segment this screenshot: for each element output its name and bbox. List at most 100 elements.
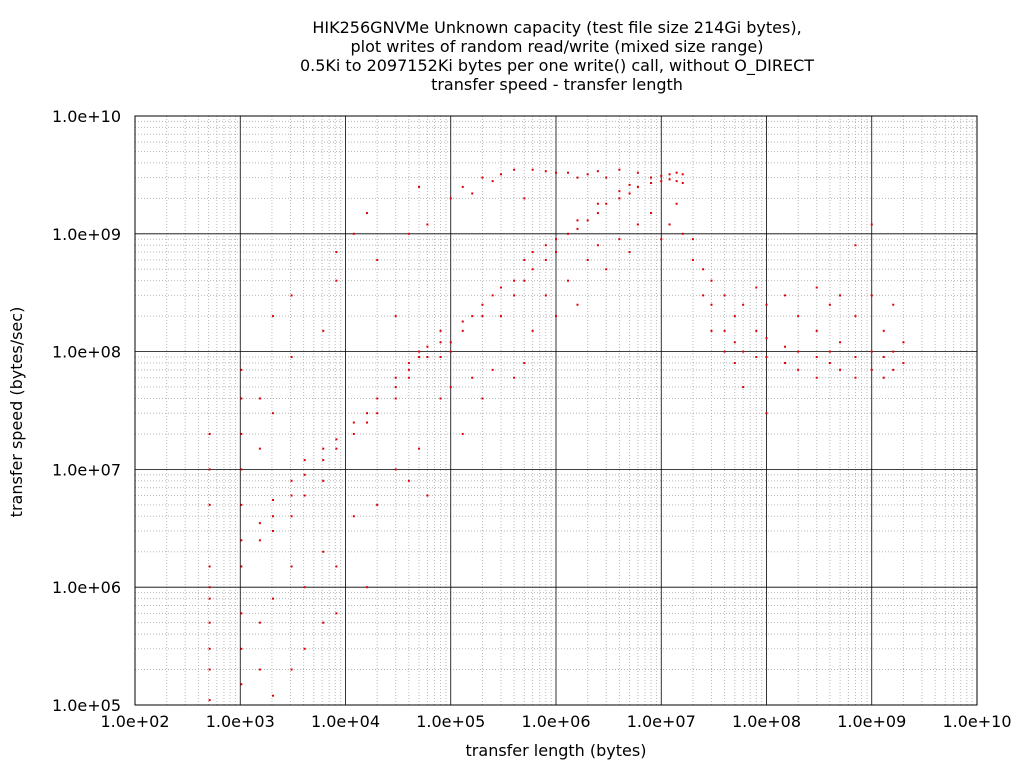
data-point <box>491 368 494 371</box>
data-point <box>376 397 379 400</box>
data-point <box>208 597 211 600</box>
data-point <box>258 668 261 671</box>
data-point <box>407 232 410 235</box>
data-point <box>513 294 516 297</box>
title-line-3: 0.5Ki to 2097152Ki bytes per one write()… <box>300 56 814 76</box>
data-point <box>290 494 293 497</box>
data-point <box>491 180 494 183</box>
data-point <box>544 258 547 261</box>
data-point <box>815 376 818 379</box>
data-point <box>586 258 589 261</box>
data-point <box>523 197 526 200</box>
y-tick-label: 1.0e+06 <box>52 578 121 597</box>
data-point <box>322 447 325 450</box>
data-point <box>566 279 569 282</box>
data-point <box>418 447 421 450</box>
data-point <box>660 180 663 183</box>
data-point <box>675 171 678 174</box>
data-point <box>407 479 410 482</box>
plot-frame <box>134 115 978 706</box>
data-point <box>258 539 261 542</box>
x-tick-label: 1.0e+06 <box>521 712 590 731</box>
x-tick-label: 1.0e+10 <box>942 712 1011 731</box>
data-point <box>303 586 306 589</box>
data-point <box>303 494 306 497</box>
data-point <box>290 294 293 297</box>
data-point <box>815 329 818 332</box>
data-point <box>892 350 895 353</box>
data-point <box>755 355 758 358</box>
data-point <box>870 350 873 353</box>
data-point <box>882 329 885 332</box>
data-point <box>668 223 671 226</box>
data-point <box>461 432 464 435</box>
data-point <box>376 258 379 261</box>
data-point <box>208 621 211 624</box>
data-point <box>208 668 211 671</box>
data-point <box>481 315 484 318</box>
data-point <box>596 212 599 215</box>
data-point <box>702 268 705 271</box>
data-point <box>439 329 442 332</box>
data-point <box>240 539 243 542</box>
data-point <box>892 303 895 306</box>
data-point <box>723 350 726 353</box>
data-point <box>576 227 579 230</box>
data-point <box>449 197 452 200</box>
data-point <box>618 168 621 171</box>
data-point <box>723 329 726 332</box>
data-point <box>335 279 338 282</box>
chart-title: HIK256GNVMe Unknown capacity (test file … <box>300 18 814 94</box>
data-point <box>784 345 787 348</box>
data-point <box>576 303 579 306</box>
y-tick-label: 1.0e+05 <box>52 696 121 715</box>
data-point <box>258 397 261 400</box>
data-point <box>240 565 243 568</box>
data-point <box>272 597 275 600</box>
data-point <box>544 294 547 297</box>
data-point <box>691 258 694 261</box>
data-point <box>675 180 678 183</box>
data-point <box>710 329 713 332</box>
data-point <box>596 202 599 205</box>
data-point <box>272 315 275 318</box>
data-point <box>668 173 671 176</box>
data-point <box>481 176 484 179</box>
data-point <box>491 294 494 297</box>
data-point <box>322 550 325 553</box>
data-point <box>365 421 368 424</box>
data-point <box>322 621 325 624</box>
data-point <box>675 202 678 205</box>
data-point <box>710 303 713 306</box>
data-point <box>618 197 621 200</box>
data-point <box>854 376 857 379</box>
data-point <box>828 362 831 365</box>
data-point <box>439 341 442 344</box>
data-point <box>870 368 873 371</box>
data-point <box>240 368 243 371</box>
data-point <box>596 170 599 173</box>
data-point <box>418 350 421 353</box>
data-point <box>815 286 818 289</box>
data-point <box>290 479 293 482</box>
x-tick-label: 1.0e+04 <box>311 712 380 731</box>
data-point <box>240 468 243 471</box>
data-point <box>394 397 397 400</box>
data-point <box>733 362 736 365</box>
data-point <box>272 515 275 518</box>
data-point <box>439 355 442 358</box>
data-point <box>854 244 857 247</box>
data-point <box>650 176 653 179</box>
data-point <box>240 503 243 506</box>
data-point <box>426 355 429 358</box>
y-tick-label: 1.0e+10 <box>52 107 121 126</box>
data-point <box>376 412 379 415</box>
data-point <box>352 432 355 435</box>
y-axis-label: transfer speed (bytes/sec) <box>7 307 26 518</box>
x-tick-labels: 1.0e+02 1.0e+03 1.0e+04 1.0e+05 1.0e+06 1.0e+… <box>100 712 1011 731</box>
data-point <box>566 232 569 235</box>
data-point <box>335 251 338 254</box>
data-point <box>208 647 211 650</box>
data-point <box>576 176 579 179</box>
x-axis-label: transfer length (bytes) <box>466 741 647 760</box>
